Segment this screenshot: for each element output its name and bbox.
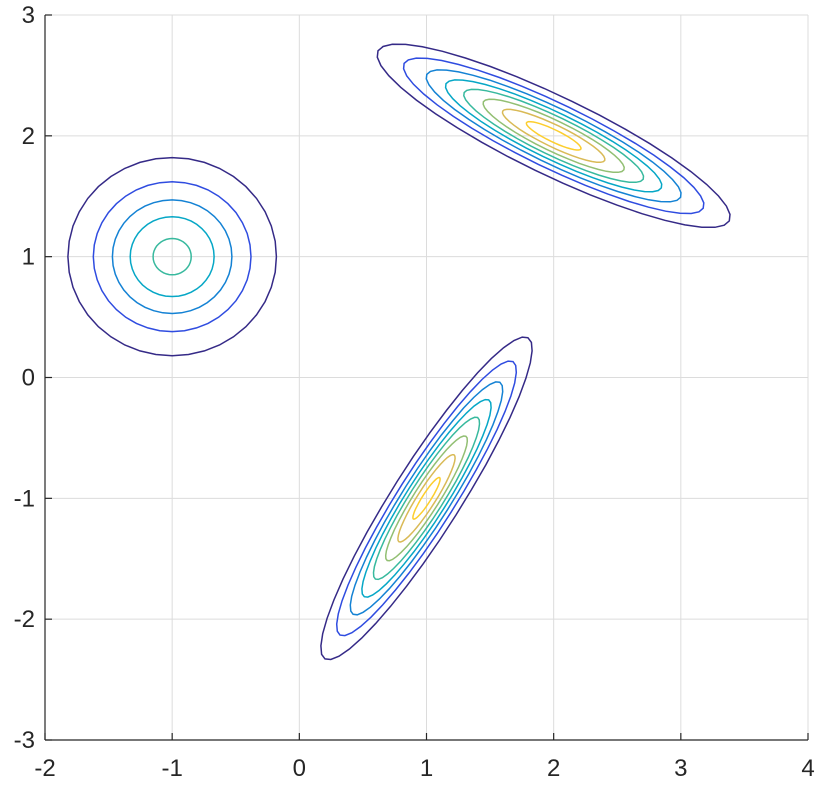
- contour-line-3-8: [412, 476, 441, 520]
- contour-line-1-4: [129, 216, 215, 298]
- contour-line-2-5: [463, 88, 645, 184]
- x-tick-label: -1: [161, 755, 182, 782]
- x-tick-label: 4: [801, 755, 814, 782]
- x-tick-label: 1: [420, 755, 433, 782]
- y-tick-label: 2: [22, 123, 35, 150]
- contour-line-2-4: [444, 79, 663, 193]
- x-tick-label: 2: [547, 755, 560, 782]
- contour-line-3-7: [397, 453, 456, 543]
- contour-line-1-5: [152, 237, 192, 276]
- x-tick-label: -2: [34, 755, 55, 782]
- contour-line-2-2: [402, 57, 705, 215]
- contour-line-2-8: [525, 120, 582, 151]
- contour-line-1-2: [92, 181, 252, 333]
- contour-line-3-1: [320, 336, 533, 661]
- y-tick-label: -3: [14, 727, 35, 754]
- contour-line-3-5: [372, 416, 481, 581]
- y-tick-label: 1: [22, 244, 35, 271]
- contour-line-2-1: [376, 43, 731, 229]
- contour-line-2-7: [501, 108, 606, 164]
- y-tick-label: -1: [14, 485, 35, 512]
- contour-line-1-1: [67, 156, 278, 357]
- contour-line-2-6: [482, 98, 625, 174]
- contour-line-3-2: [335, 360, 518, 637]
- contour-line-3-6: [384, 435, 469, 562]
- contour-line-2-3: [425, 69, 682, 203]
- y-axis-ticks: -3 -2 -1 0 1 2 3: [14, 2, 52, 754]
- contour-line-3-4: [361, 398, 492, 598]
- contour-line-1-3: [111, 199, 233, 315]
- contour-line-3-3: [349, 381, 504, 616]
- y-tick-label: 3: [22, 2, 35, 29]
- grid-lines: [44, 14, 809, 741]
- x-tick-label: 3: [674, 755, 687, 782]
- contour-plot: [67, 43, 731, 661]
- x-tick-label: 0: [293, 755, 306, 782]
- x-axis-ticks: -2 -1 0 1 2 3 4: [34, 733, 815, 782]
- y-tick-label: -2: [14, 606, 35, 633]
- y-tick-label: 0: [22, 365, 35, 392]
